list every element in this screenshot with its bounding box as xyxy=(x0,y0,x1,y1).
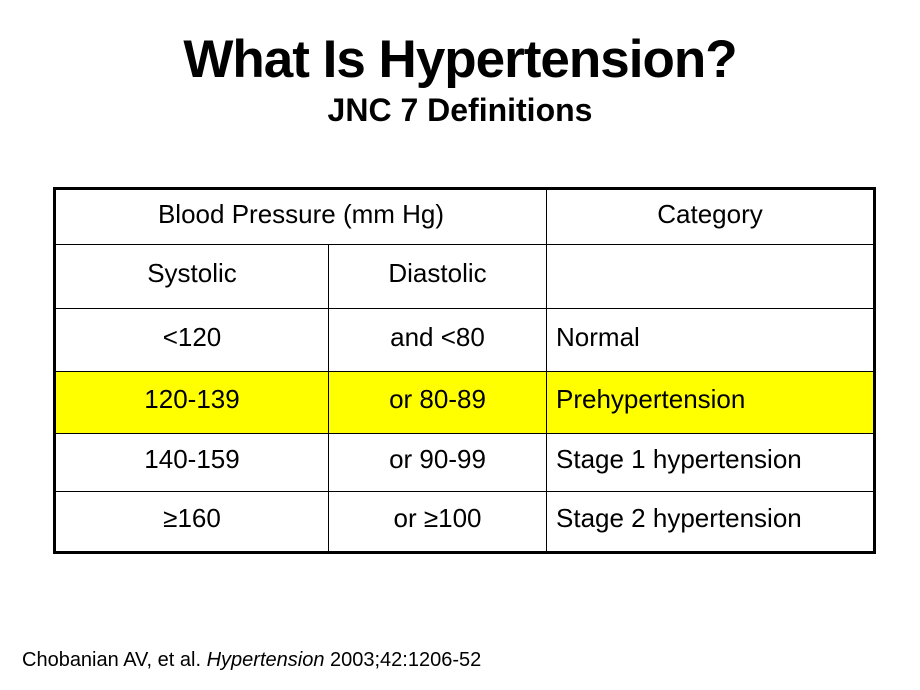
cell-category: Prehypertension xyxy=(546,371,876,434)
cell-category: Stage 1 hypertension xyxy=(546,433,876,492)
table-subheader-row: Systolic Diastolic xyxy=(54,244,876,309)
cell-systolic: ≥160 xyxy=(54,491,329,553)
header-cell-blood-pressure: Blood Pressure (mm Hg) xyxy=(53,188,548,245)
header-cell-category: Category xyxy=(546,188,876,245)
cell-category: Stage 2 hypertension xyxy=(546,491,876,553)
citation-authors: Chobanian AV, et al. xyxy=(22,649,207,671)
subheader-cell-diastolic: Diastolic xyxy=(327,244,548,309)
subheader-cell-systolic: Systolic xyxy=(54,244,329,309)
cell-diastolic: or 80-89 xyxy=(327,371,548,434)
table-row-prehypertension: 120-139 or 80-89 Prehypertension xyxy=(54,371,876,434)
subheader-cell-empty xyxy=(546,244,876,309)
cell-diastolic: and <80 xyxy=(327,308,548,372)
blood-pressure-table: Blood Pressure (mm Hg) Category Systolic… xyxy=(53,187,877,554)
cell-systolic: 120-139 xyxy=(54,371,329,434)
cell-systolic: <120 xyxy=(54,308,329,372)
cell-systolic: 140-159 xyxy=(54,433,329,492)
citation-footnote: Chobanian AV, et al. Hypertension 2003;4… xyxy=(22,648,481,672)
cell-diastolic: or ≥100 xyxy=(327,491,548,553)
slide-subtitle: JNC 7 Definitions xyxy=(327,91,593,128)
table-row-stage1: 140-159 or 90-99 Stage 1 hypertension xyxy=(54,433,876,492)
table-header-row: Blood Pressure (mm Hg) Category xyxy=(53,188,876,245)
table-row-normal: <120 and <80 Normal xyxy=(54,308,876,372)
citation-reference: 2003;42:1206-52 xyxy=(324,649,482,671)
title-block: What Is Hypertension? JNC 7 Definitions xyxy=(0,30,920,128)
citation-journal: Hypertension xyxy=(206,649,325,671)
table-row-stage2: ≥160 or ≥100 Stage 2 hypertension xyxy=(54,491,876,553)
slide-title: What Is Hypertension? xyxy=(183,30,737,89)
cell-diastolic: or 90-99 xyxy=(327,433,548,492)
cell-category: Normal xyxy=(546,308,876,372)
